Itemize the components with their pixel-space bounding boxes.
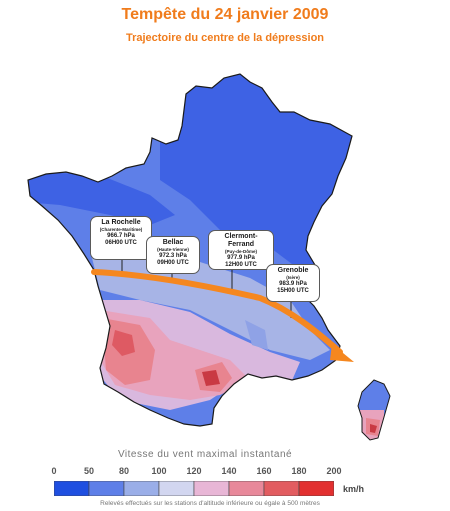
station-city: La Rochelle — [101, 219, 141, 226]
france-outline — [27, 73, 353, 427]
station-time: 06H00 UTC — [105, 240, 137, 247]
legend-swatch — [54, 481, 90, 496]
legend-swatch — [193, 481, 230, 496]
legend-swatch — [123, 481, 160, 496]
storm-track-arrowhead — [330, 344, 354, 362]
callout-la-rochelle: La Rochelle (Charente-Maritime) 966.7 hP… — [90, 216, 152, 260]
callout-clermont-ferrand: Clermont-Ferrand (Puy-de-Dôme) 977.9 hPa… — [208, 230, 274, 270]
map-subtitle: Trajectoire du centre de la dépression — [125, 32, 325, 44]
legend-tick-label: 180 — [291, 466, 307, 476]
station-city: Grenoble — [277, 267, 309, 274]
legend-swatch — [228, 481, 265, 496]
station-dept: (Isère) — [286, 275, 300, 281]
callout-bellac: Bellac (Haute-Vienne) 972.3 hPa 09H00 UT… — [146, 236, 200, 274]
legend-swatch — [88, 481, 125, 496]
legend-color-scale — [54, 481, 334, 496]
legend-tick-label: 50 — [83, 466, 95, 476]
station-dept: (Puy-de-Dôme) — [224, 249, 257, 255]
legend-tick-label: 80 — [118, 466, 130, 476]
legend-swatch — [298, 481, 334, 496]
station-pressure: 972.3 hPa — [159, 253, 187, 260]
legend-tick-label: 140 — [221, 466, 237, 476]
station-pressure: 966.7 hPa — [107, 233, 135, 240]
station-dept: (Charente-Maritime) — [99, 227, 143, 233]
station-pressure: 983.9 hPa — [279, 281, 307, 288]
corsica-outline — [357, 379, 391, 441]
france-wind-map — [27, 73, 391, 441]
legend-note: Relevés effectués sur les stations d'alt… — [100, 500, 320, 507]
map-title: Tempête du 24 janvier 2009 — [121, 6, 329, 23]
legend-tick-label: 160 — [256, 466, 272, 476]
station-time: 15H00 UTC — [277, 288, 309, 295]
station-city: Clermont-Ferrand — [224, 233, 258, 249]
legend-title: Vitesse du vent maximal instantané — [117, 449, 293, 460]
legend-unit: km/h — [343, 484, 365, 494]
station-dept: (Haute-Vienne) — [157, 247, 189, 253]
legend-tick-label: 120 — [186, 466, 202, 476]
station-time: 09H00 UTC — [157, 260, 189, 267]
legend-tick-label: 0 — [51, 466, 57, 476]
legend-tick-label: 100 — [151, 466, 167, 476]
station-pressure: 977.9 hPa — [227, 255, 255, 262]
callout-grenoble: Grenoble (Isère) 983.9 hPa 15H00 UTC — [266, 264, 320, 302]
legend-swatch — [263, 481, 300, 496]
legend-swatch — [158, 481, 195, 496]
station-city: Bellac — [162, 239, 184, 246]
legend-tick-label: 200 — [326, 466, 342, 476]
station-time: 12H00 UTC — [225, 262, 257, 269]
storm-track-line — [91, 269, 343, 355]
